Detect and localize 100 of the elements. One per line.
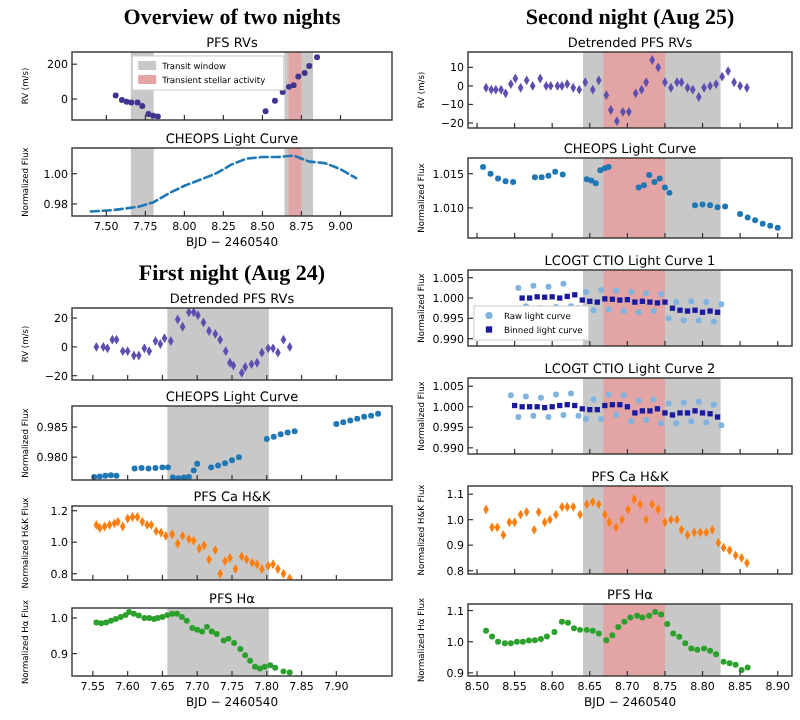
point	[134, 99, 141, 106]
point	[203, 623, 210, 630]
point	[159, 613, 166, 620]
point	[662, 410, 668, 416]
point	[134, 512, 141, 522]
point	[598, 286, 605, 293]
point	[251, 663, 258, 670]
point	[212, 329, 219, 339]
point	[489, 633, 496, 640]
point	[96, 473, 103, 480]
point	[361, 413, 368, 420]
point	[714, 414, 721, 420]
point	[183, 617, 190, 624]
point	[720, 658, 727, 665]
point	[159, 464, 166, 471]
point	[500, 530, 507, 540]
point	[262, 108, 269, 115]
point	[684, 410, 691, 416]
point	[513, 638, 520, 645]
point	[535, 507, 542, 517]
point	[128, 99, 135, 106]
point	[664, 620, 671, 627]
point	[589, 627, 596, 634]
point	[98, 620, 105, 627]
point	[635, 184, 642, 191]
point	[543, 81, 550, 91]
line-series	[89, 154, 358, 213]
point	[340, 419, 347, 426]
point	[483, 627, 490, 634]
point	[643, 416, 650, 423]
point	[615, 624, 622, 631]
point	[547, 81, 554, 91]
point	[718, 422, 725, 429]
point	[627, 614, 634, 621]
point	[639, 408, 646, 414]
point	[102, 472, 109, 479]
point	[583, 288, 590, 295]
point	[688, 298, 695, 305]
point	[583, 416, 590, 423]
point	[519, 638, 526, 645]
point	[551, 629, 558, 636]
point	[635, 397, 642, 404]
point	[152, 464, 159, 471]
point	[607, 105, 614, 115]
point	[680, 317, 687, 324]
point	[537, 635, 544, 642]
point	[538, 174, 545, 181]
point	[695, 398, 702, 405]
point	[647, 299, 653, 305]
point	[222, 460, 229, 467]
point	[354, 415, 361, 422]
point	[131, 465, 138, 472]
point	[583, 626, 590, 633]
point	[656, 175, 663, 182]
point	[744, 214, 751, 221]
point	[256, 665, 263, 672]
point	[603, 637, 610, 644]
point	[261, 663, 268, 670]
point	[613, 411, 620, 418]
point	[267, 662, 274, 669]
point	[545, 283, 552, 290]
point	[107, 617, 114, 624]
point	[590, 307, 597, 314]
point	[286, 669, 293, 676]
point	[247, 657, 254, 664]
point	[558, 618, 565, 625]
point	[669, 412, 676, 418]
point	[713, 651, 720, 658]
point	[235, 454, 242, 461]
point	[208, 464, 215, 471]
point	[673, 420, 680, 427]
point	[658, 420, 665, 427]
point	[673, 299, 680, 306]
point	[375, 410, 382, 417]
point	[552, 168, 559, 175]
point	[208, 628, 215, 635]
point	[301, 69, 308, 76]
point	[522, 393, 529, 400]
point	[519, 295, 525, 301]
point	[141, 614, 148, 621]
point	[270, 433, 277, 440]
point	[139, 103, 146, 110]
point	[699, 410, 706, 416]
point	[560, 280, 567, 287]
chart-title: First night (Aug 24)	[138, 262, 326, 286]
point	[529, 81, 536, 91]
point	[560, 411, 567, 418]
point	[732, 661, 739, 668]
point	[118, 96, 125, 103]
point	[647, 408, 653, 414]
point	[632, 299, 638, 305]
point	[510, 178, 517, 185]
point	[157, 339, 164, 349]
point	[590, 396, 597, 403]
point	[658, 611, 665, 618]
point	[639, 614, 646, 621]
point	[665, 315, 672, 322]
point	[347, 417, 354, 424]
point	[130, 610, 137, 617]
point	[164, 612, 171, 619]
